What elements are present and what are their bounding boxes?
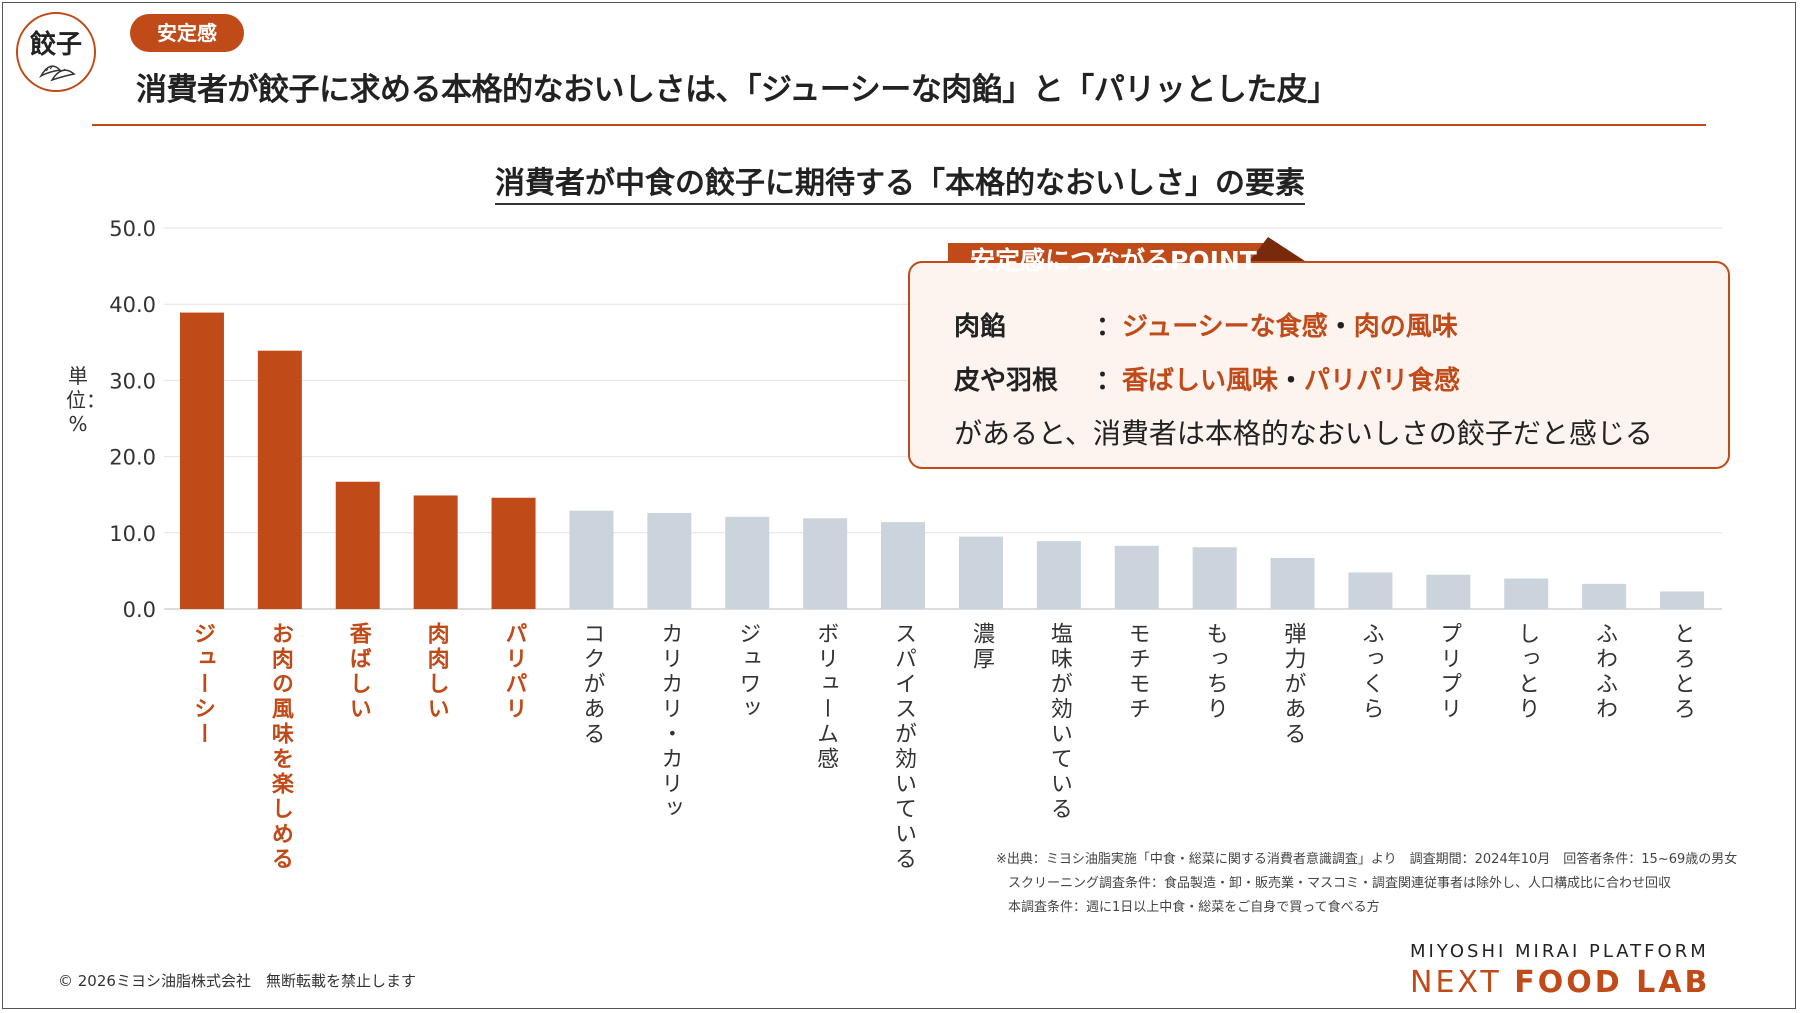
bar — [1582, 583, 1627, 609]
x-tick-label: カリカリ・カリッ — [657, 622, 683, 822]
source-note: ※出典：ミヨシ油脂実施「中食・総菜に関する消費者意識調査」より 調査期間：202… — [996, 852, 1738, 867]
bar — [725, 516, 770, 609]
x-tick-label: モチモチ — [1124, 622, 1150, 722]
point-row-skin-head: 皮や羽根 — [954, 366, 1059, 396]
bar — [1036, 541, 1081, 609]
bar — [1192, 547, 1237, 609]
point-callout-box — [908, 261, 1730, 469]
bar — [1348, 572, 1393, 609]
y-tick-label: 50.0 — [109, 217, 156, 241]
point-row-filling-a: ジューシーな食感 — [1122, 312, 1328, 342]
y-tick-label: 20.0 — [109, 446, 156, 470]
point-row-skin-colon: ： — [1096, 366, 1123, 396]
bar — [803, 518, 848, 609]
title-divider — [92, 124, 1706, 126]
x-tick-label: 塩味が効いている — [1046, 622, 1072, 822]
x-tick-label: 肉肉しい — [423, 622, 449, 722]
point-row-filling-sep: ・ — [1327, 312, 1354, 342]
point-tab-label: 安定感につながるPOINT — [970, 246, 1257, 275]
x-tick-label: コクがある — [579, 622, 605, 747]
bar — [569, 510, 614, 609]
point-row-skin: 皮や羽根 ：香ばしい風味・パリパリ食感 — [954, 360, 1460, 397]
x-tick-label: もっちり — [1202, 622, 1228, 722]
bar — [1504, 578, 1549, 609]
brand-lab-next: NEXT — [1410, 965, 1502, 1000]
x-tick-label: お肉の風味を楽しめる — [267, 622, 293, 872]
x-tick-label: ボリューム感 — [813, 622, 839, 772]
x-tick-label: スパイスが効いている — [891, 622, 917, 872]
bar — [491, 497, 536, 609]
bar — [1426, 574, 1471, 609]
y-tick-label: 30.0 — [109, 369, 156, 393]
dumpling-icon — [39, 65, 76, 82]
y-tick-label: 0.0 — [123, 598, 156, 622]
brand-lab-foodlab: FOOD LAB — [1514, 965, 1711, 1000]
x-tick-label: 濃厚 — [968, 622, 994, 672]
point-row-filling-colon: ： — [1096, 312, 1123, 342]
bar — [335, 481, 380, 609]
bar — [257, 350, 302, 609]
x-tick-label: ふわふわ — [1592, 622, 1618, 722]
x-tick-label: 香ばしい — [345, 622, 371, 722]
screening-note: スクリーニング調査条件：食品製造・卸・販売業・マスコミ・調査関連従事者は除外し、… — [1008, 876, 1672, 891]
survey-condition-note: 本調査条件：週に1日以上中食・総菜をご自身で買って食べる方 — [1008, 900, 1380, 915]
gyoza-logo: 餃子 — [16, 12, 96, 92]
chart-title: 消費者が中食の餃子に期待する「本格的なおいしさ」の要素 — [0, 158, 1800, 205]
brand-platform: MIYOSHI MIRAI PLATFORM — [1410, 941, 1709, 962]
page-title: 消費者が餃子に求める本格的なおいしさは、「ジューシーな肉餡」と「パリッとした皮」 — [136, 72, 1338, 108]
bar — [179, 312, 224, 609]
x-tick-label: ジューシー — [189, 622, 215, 747]
x-tick-label: ジュワッ — [735, 622, 761, 722]
logo-text: 餃子 — [29, 30, 82, 60]
bar — [881, 522, 926, 609]
x-tick-label: ふっくら — [1358, 622, 1384, 722]
x-tick-label: パリパリ — [501, 622, 527, 722]
point-row-filling-b: 肉の風味 — [1353, 312, 1458, 342]
x-tick-label: 弾力がある — [1280, 622, 1306, 747]
category-tag: 安定感 — [130, 14, 244, 52]
point-row-skin-a: 香ばしい風味 — [1122, 366, 1279, 396]
point-conclusion: があると、消費者は本格的なおいしさの餃子だと感じる — [954, 417, 1653, 450]
bar — [647, 512, 692, 609]
y-axis-unit-label: 単位：% — [66, 364, 106, 436]
bar — [1114, 545, 1159, 609]
point-row-filling-head: 肉餡 — [954, 312, 1007, 342]
point-row-skin-sep: ・ — [1278, 366, 1305, 396]
x-tick-label: とろとろ — [1670, 622, 1696, 722]
brand-lab: NEXT FOOD LAB — [1410, 965, 1710, 1000]
x-tick-label: プリプリ — [1436, 622, 1462, 722]
y-tick-label: 10.0 — [109, 522, 156, 546]
y-tick-label: 40.0 — [109, 293, 156, 317]
point-row-filling: 肉餡 ：ジューシーな食感・肉の風味 — [954, 306, 1458, 343]
bar — [1270, 557, 1315, 609]
bar — [1660, 591, 1705, 609]
x-tick-label: しっとり — [1514, 622, 1540, 722]
bar — [413, 495, 458, 609]
bar — [958, 536, 1003, 609]
point-row-skin-b: パリパリ食感 — [1304, 366, 1461, 396]
copyright: © 2026ミヨシ油脂株式会社 無断転載を禁止します — [58, 972, 416, 990]
chart-title-text: 消費者が中食の餃子に期待する「本格的なおいしさ」の要素 — [495, 166, 1305, 205]
